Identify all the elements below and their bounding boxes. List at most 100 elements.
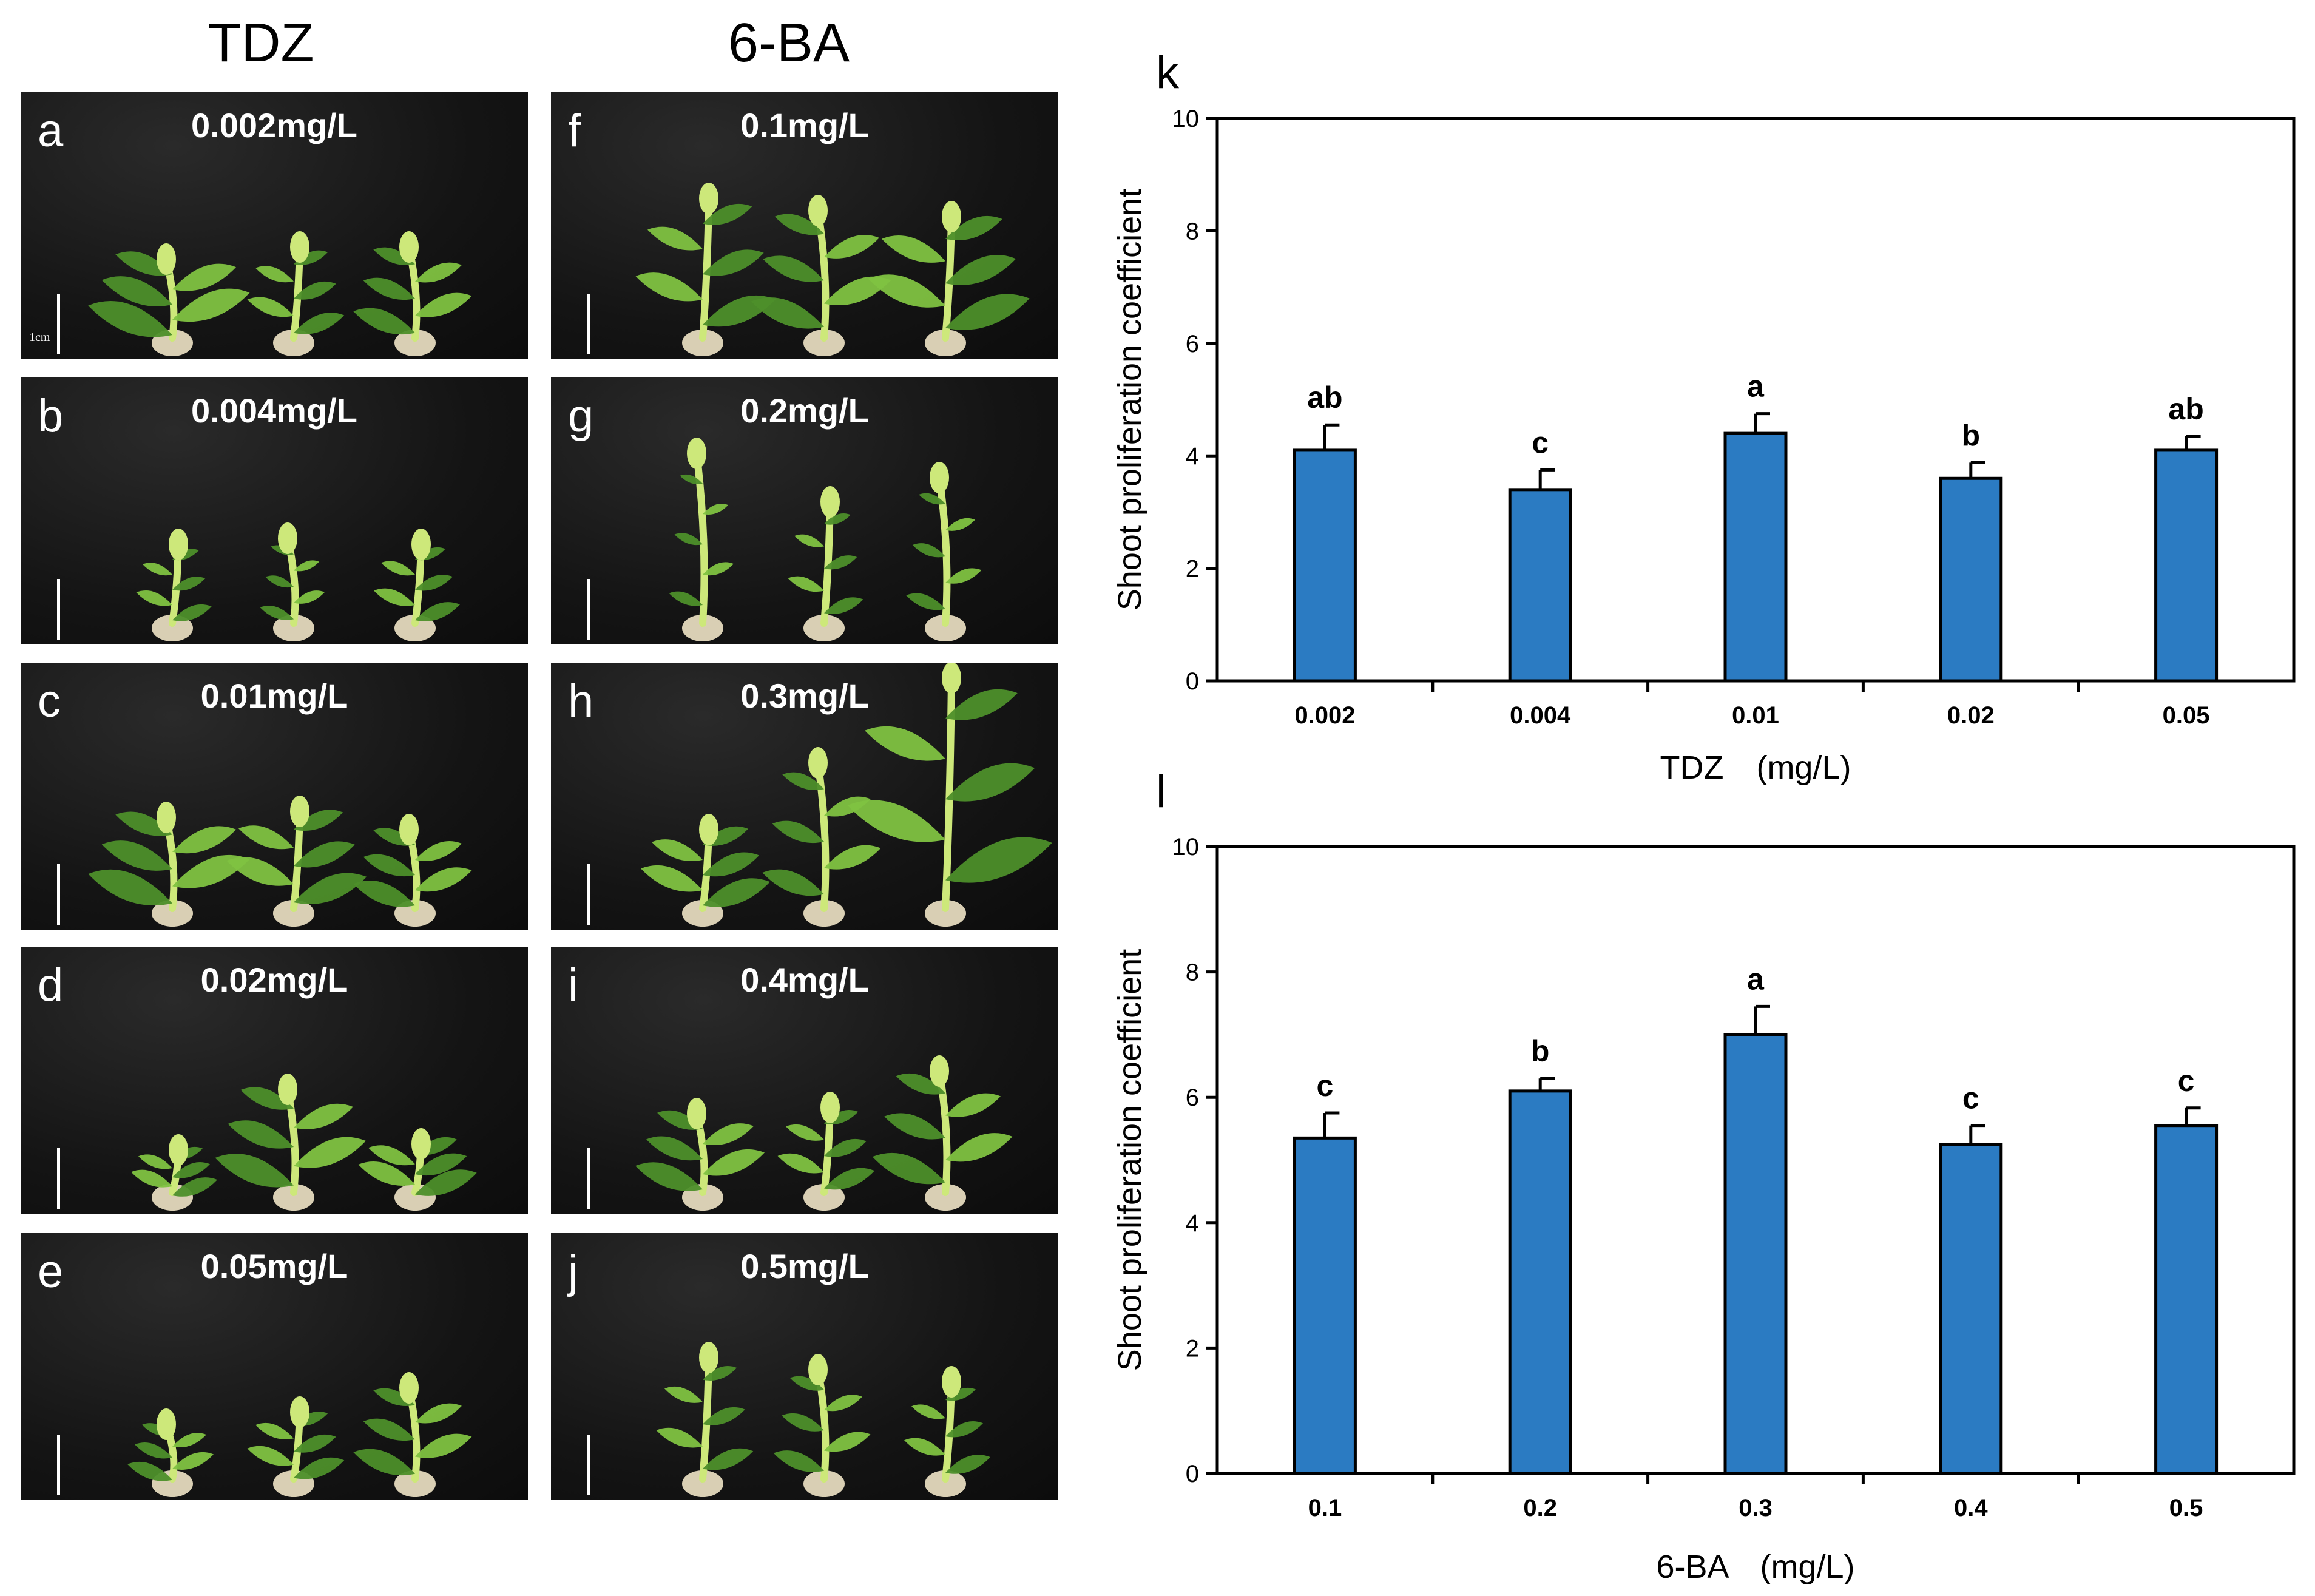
plantlet: [904, 1366, 990, 1497]
scale-bar: [57, 1148, 60, 1209]
panel-letter: i: [568, 959, 578, 1011]
plantlet: [669, 438, 734, 641]
column-heading-6ba: 6-BA: [728, 13, 850, 73]
plantlet: [226, 796, 367, 927]
photo-panel-a: 1cm a 0.002mg/L: [21, 92, 528, 359]
y-tick-label: 0: [1186, 1461, 1199, 1487]
y-tick-label: 10: [1172, 834, 1200, 861]
concentration-label: 0.05mg/L: [200, 1247, 348, 1285]
plantlet: [847, 663, 1052, 927]
scale-bar: [587, 1435, 590, 1495]
concentration-label: 0.002mg/L: [191, 106, 357, 144]
scale-bar: [587, 1148, 590, 1209]
panel-letter: a: [38, 105, 64, 157]
y-axis-label: Shoot proliferation coefficient: [1112, 949, 1148, 1371]
x-tick-label: 0.05: [2163, 702, 2210, 729]
plantlet: [635, 1098, 765, 1211]
y-tick-label: 0: [1186, 668, 1199, 695]
photo-panel-i: i 0.4mg/L: [551, 947, 1058, 1214]
plantlet: [906, 462, 982, 641]
significance-letter: b: [1962, 418, 1981, 452]
plantlet: [215, 1074, 366, 1211]
bar: [1293, 448, 1357, 683]
concentration-label: 0.01mg/L: [200, 677, 348, 715]
x-tick-label: 0.4: [1954, 1495, 1988, 1521]
significance-letter: b: [1531, 1034, 1550, 1068]
concentration-label: 0.4mg/L: [740, 961, 869, 999]
concentration-label: 0.004mg/L: [191, 391, 357, 430]
y-tick-label: 4: [1186, 443, 1199, 470]
x-axis-label: 6-BA (mg/L): [1656, 1549, 1854, 1585]
plantlet: [635, 183, 776, 356]
panel-letter: e: [38, 1246, 64, 1297]
panel-letter: g: [568, 390, 594, 442]
bar: [1508, 488, 1572, 683]
plantlet: [641, 814, 770, 927]
plantlets-image: [669, 438, 982, 641]
plantlets-image: [635, 183, 1030, 356]
plantlet: [374, 529, 460, 641]
x-tick-label: 0.2: [1523, 1495, 1557, 1521]
significance-letter: c: [1316, 1069, 1333, 1103]
panel-letter: f: [568, 105, 581, 157]
bar: [1293, 1136, 1357, 1475]
plantlets-image: [131, 1074, 477, 1211]
chart-panel-label: l: [1156, 766, 1166, 817]
y-tick-label: 8: [1186, 959, 1199, 986]
concentration-label: 0.5mg/L: [740, 1247, 869, 1285]
bar: [1723, 431, 1788, 683]
plantlet: [762, 747, 881, 927]
panel-letter: b: [38, 390, 64, 442]
bar: [1508, 1089, 1572, 1475]
plantlet: [127, 1408, 214, 1497]
photo-panel-h: h 0.3mg/L: [551, 663, 1058, 930]
bar: [2154, 448, 2219, 683]
photo-panel-g: g 0.2mg/L: [551, 377, 1058, 644]
y-tick-label: 8: [1186, 218, 1199, 245]
photo-panel-f: f 0.1mg/L: [551, 92, 1058, 359]
plantlet: [358, 1128, 477, 1211]
plantlet: [136, 529, 212, 641]
x-tick-label: 0.002: [1294, 702, 1355, 729]
scale-bar: [587, 864, 590, 925]
significance-letter: a: [1747, 962, 1765, 996]
significance-letter: ab: [1307, 380, 1342, 414]
x-tick-label: 0.5: [2169, 1495, 2203, 1521]
scale-bar: [587, 294, 590, 354]
y-axis-label: Shoot proliferation coefficient: [1112, 189, 1148, 610]
y-tick-label: 2: [1186, 556, 1199, 583]
plantlet: [131, 1134, 217, 1211]
plantlets-image: [136, 522, 460, 641]
plantlet: [656, 1342, 754, 1497]
photo-panel-c: c 0.01mg/L: [21, 663, 528, 930]
plantlet: [868, 201, 1030, 356]
significance-letter: c: [1962, 1081, 1979, 1115]
plantlet: [777, 1092, 875, 1211]
column-heading-tdz: TDZ: [208, 13, 314, 73]
plantlet: [88, 243, 250, 356]
photo-panel-e: e 0.05mg/L: [21, 1233, 528, 1500]
scale-bar-label: 1cm: [29, 331, 50, 344]
plantlets-image: [88, 796, 472, 927]
plantlet: [353, 1372, 472, 1497]
plantlet: [88, 802, 250, 927]
plantlets-image: [656, 1342, 990, 1497]
scale-bar: [57, 294, 60, 354]
x-axis-label: TDZ (mg/L): [1660, 749, 1851, 786]
panel-letter: c: [38, 675, 61, 727]
plantlets-image: [641, 663, 1052, 927]
scale-bar: [57, 864, 60, 925]
bar: [2154, 1124, 2219, 1475]
significance-letter: c: [2178, 1064, 2195, 1098]
photo-panel-j: j 0.5mg/L: [551, 1233, 1058, 1500]
plantlet: [353, 814, 472, 927]
bar: [1723, 1033, 1788, 1475]
photo-panel-d: d 0.02mg/L: [21, 947, 528, 1214]
plantlet: [872, 1055, 1013, 1211]
significance-letter: ab: [2168, 392, 2203, 426]
x-tick-label: 0.3: [1739, 1495, 1773, 1521]
bar: [1939, 476, 2003, 683]
scale-bar: [57, 579, 60, 640]
concentration-label: 0.1mg/L: [740, 106, 869, 144]
